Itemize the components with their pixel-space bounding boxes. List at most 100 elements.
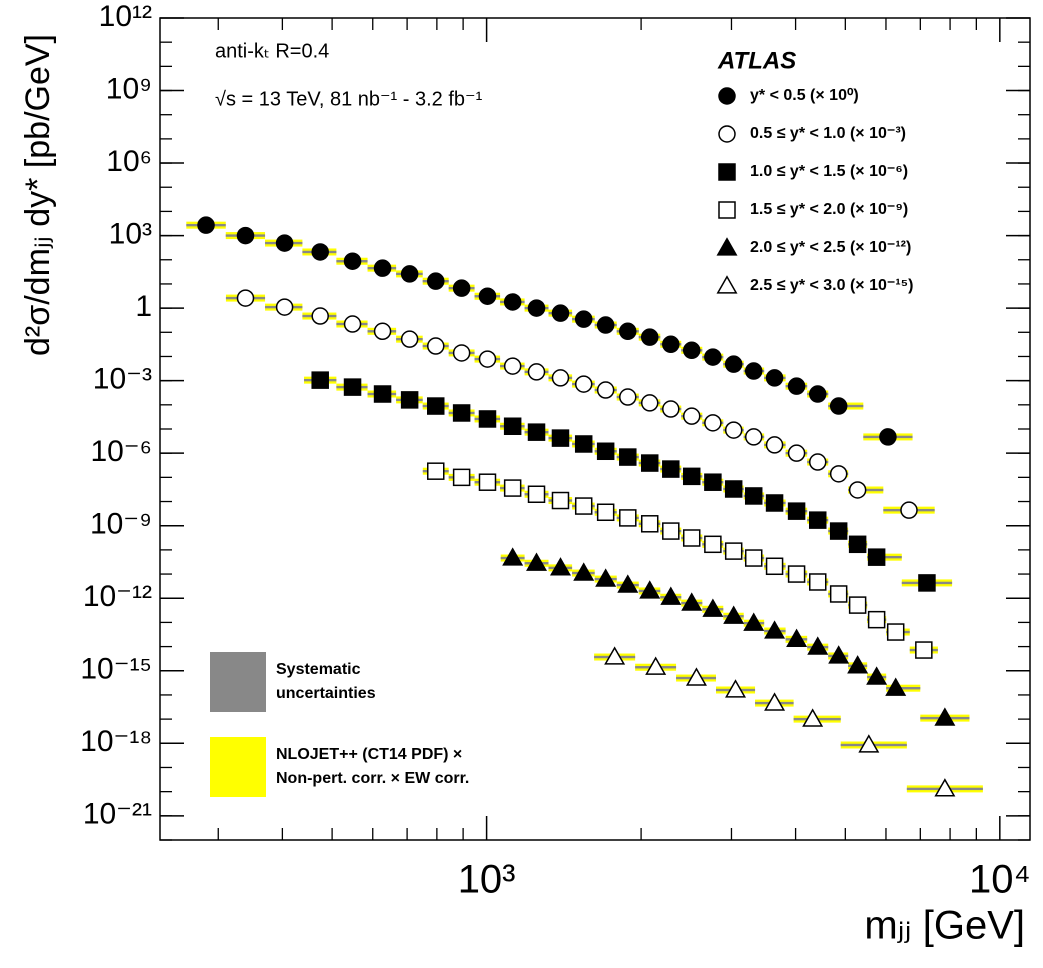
marker — [702, 598, 724, 617]
marker — [848, 535, 867, 554]
marker — [787, 565, 806, 583]
syst-band — [886, 687, 921, 690]
marker — [866, 666, 888, 685]
marker — [787, 444, 806, 462]
marker — [574, 435, 593, 453]
marker — [886, 623, 905, 641]
marker — [596, 503, 615, 522]
marker — [617, 574, 639, 593]
marker — [573, 562, 595, 581]
marker — [400, 330, 419, 348]
marker — [373, 259, 392, 277]
marker — [639, 580, 661, 599]
legend-label: 1.5 ≤ y* < 2.0 (× 10⁻⁹) — [750, 201, 908, 218]
marker — [808, 511, 827, 529]
marker — [311, 371, 329, 389]
marker — [718, 125, 736, 143]
marker — [704, 535, 722, 554]
marker — [373, 385, 392, 403]
marker — [764, 620, 786, 639]
marker — [478, 410, 497, 428]
marker — [452, 279, 471, 297]
marker — [808, 385, 827, 403]
marker — [549, 557, 571, 576]
y-tick-label: 10⁶ — [106, 145, 152, 178]
marker — [527, 299, 546, 317]
band-legend-label: uncertainties — [276, 685, 376, 702]
y-tick-label: 10⁻⁹ — [90, 508, 152, 541]
marker — [662, 460, 680, 478]
marker — [744, 549, 763, 567]
marker — [787, 377, 806, 395]
marker — [527, 423, 546, 441]
marker — [682, 467, 701, 486]
marker — [343, 315, 362, 333]
marker — [503, 479, 522, 497]
marker — [682, 407, 701, 425]
marker — [502, 547, 524, 566]
marker — [743, 612, 765, 631]
marker — [503, 357, 522, 375]
marker — [596, 442, 615, 461]
annotation: anti-kₜ R=0.4 — [215, 40, 329, 62]
marker — [640, 454, 659, 472]
marker — [765, 494, 784, 512]
marker — [311, 243, 329, 261]
marker — [765, 436, 784, 454]
marker — [682, 529, 701, 547]
marker — [343, 378, 362, 396]
marker — [716, 275, 738, 294]
marker — [640, 394, 659, 412]
marker — [662, 522, 680, 540]
marker — [681, 592, 703, 611]
marker — [848, 481, 867, 499]
band-legend-label: Systematic — [276, 661, 361, 678]
marker — [619, 322, 637, 341]
legend-label: 2.0 ≤ y* < 2.5 (× 10⁻¹²) — [750, 239, 911, 256]
marker — [744, 487, 763, 505]
marker — [879, 428, 897, 446]
marker — [427, 272, 445, 290]
marker — [343, 252, 362, 270]
marker — [551, 491, 570, 510]
marker — [704, 348, 722, 366]
band-legend-swatch — [210, 737, 266, 797]
marker — [716, 237, 738, 256]
marker — [452, 404, 471, 422]
marker — [829, 397, 848, 415]
marker — [640, 328, 659, 346]
y-tick-label: 1 — [135, 290, 152, 323]
y-tick-label: 10⁹ — [106, 72, 152, 105]
y-tick-label: 10⁻³ — [93, 363, 152, 396]
marker — [619, 388, 637, 406]
marker — [574, 310, 593, 328]
marker — [682, 341, 701, 360]
band-legend-label: NLOJET++ (CT14 PDF) × — [276, 746, 462, 763]
marker — [786, 628, 808, 647]
marker — [848, 596, 867, 614]
marker — [619, 448, 637, 466]
marker — [478, 473, 497, 491]
legend-label: y* < 0.5 (× 10⁰) — [750, 87, 859, 104]
marker — [807, 636, 829, 655]
marker — [452, 468, 471, 487]
marker — [787, 502, 806, 520]
y-tick-label: 10⁻⁶ — [90, 435, 152, 468]
experiment-label: ATLAS — [717, 47, 796, 74]
marker — [828, 645, 850, 664]
y-tick-label: 10⁻¹⁸ — [80, 725, 152, 758]
marker — [704, 473, 722, 491]
marker — [527, 485, 546, 504]
y-tick-label: 10⁻²¹ — [83, 798, 152, 831]
marker — [802, 708, 824, 727]
marker — [619, 509, 637, 527]
marker — [275, 298, 294, 316]
marker — [427, 337, 445, 355]
marker — [596, 316, 615, 334]
marker — [685, 667, 707, 686]
marker — [724, 542, 743, 560]
x-tick-label: 10³ — [458, 858, 516, 902]
marker — [503, 417, 522, 435]
marker — [197, 216, 215, 234]
